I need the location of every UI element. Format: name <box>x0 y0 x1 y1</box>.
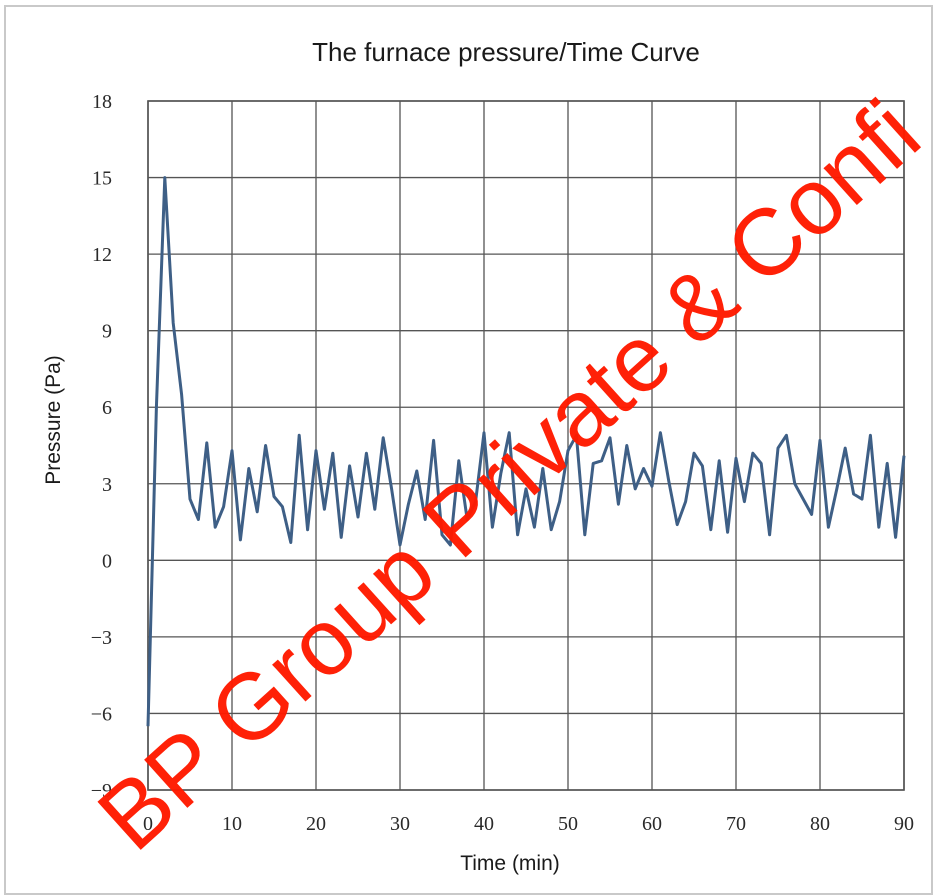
y-tick-label: −6 <box>91 703 112 725</box>
y-tick-label: −3 <box>91 627 112 649</box>
y-tick-label: 0 <box>102 550 112 572</box>
x-tick-label: 90 <box>894 813 914 835</box>
x-tick-label: 10 <box>222 813 242 835</box>
x-tick-label: 80 <box>810 813 830 835</box>
confidential-watermark: BP Group Private & Confi <box>78 80 937 870</box>
x-tick-label: 30 <box>390 813 410 835</box>
x-tick-label: 20 <box>306 813 326 835</box>
y-tick-label: 9 <box>102 321 112 343</box>
chart-title: The furnace pressure/Time Curve <box>312 37 700 67</box>
y-tick-label: −9 <box>91 780 112 802</box>
y-tick-label: 12 <box>92 244 112 266</box>
plot-grid <box>147 100 905 791</box>
y-axis-label: Pressure (Pa) <box>42 355 65 485</box>
y-tick-label: 15 <box>92 168 112 190</box>
x-tick-label: 40 <box>474 813 494 835</box>
x-axis-label: Time (min) <box>460 852 560 875</box>
x-tick-label: 60 <box>642 813 662 835</box>
y-tick-label: 3 <box>102 474 112 496</box>
tick-labels: 0 10 20 30 40 50 60 70 80 90 −9 −6 −3 0 3 6 9 12 15 18 <box>91 91 914 835</box>
plot-series <box>146 176 906 727</box>
y-tick-label: 18 <box>92 91 112 113</box>
x-tick-label: 70 <box>726 813 746 835</box>
y-tick-label: 6 <box>102 397 112 419</box>
x-tick-label: 50 <box>558 813 578 835</box>
x-tick-label: 0 <box>143 813 153 835</box>
